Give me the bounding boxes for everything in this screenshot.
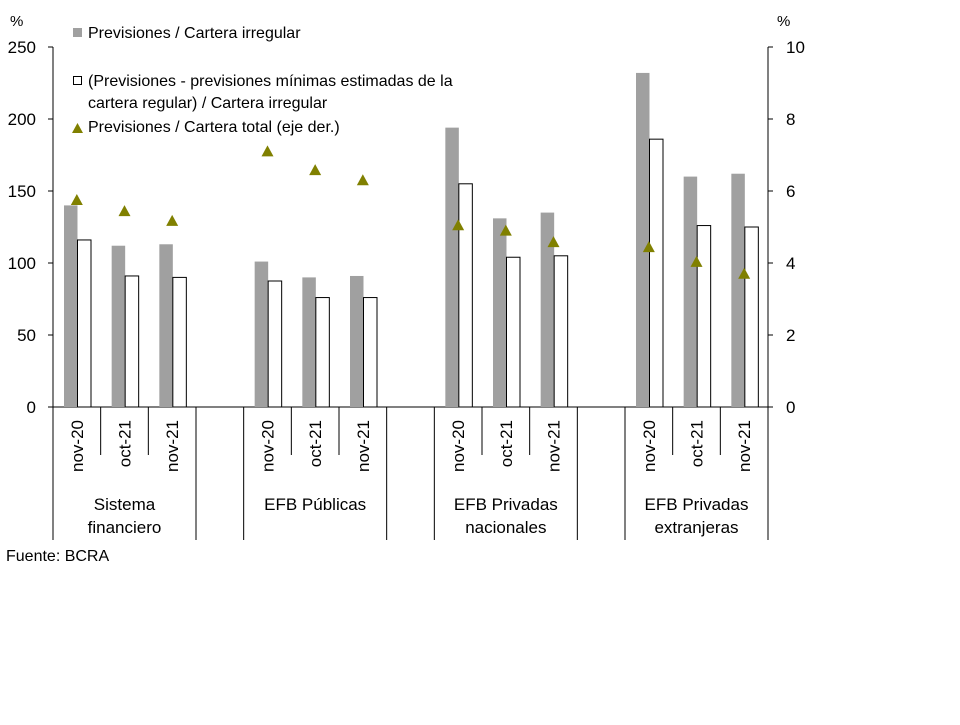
bar-previsiones-netas [506,256,521,408]
legend-label: cartera regular) / Cartera irregular [88,95,328,112]
category-label: oct-21 [688,420,707,467]
bar-previsiones-cartera-irregular [683,176,698,407]
marker-previsiones-cartera-total [356,174,369,186]
legend-label: (Previsiones - previsiones mínimas estim… [88,73,453,90]
bar-previsiones-cartera-irregular [636,72,650,408]
marker-previsiones-cartera-total [690,255,703,267]
bar-previsiones-cartera-irregular [540,212,555,407]
marker-previsiones-cartera-total [166,214,179,226]
bar-previsiones-cartera-irregular [731,173,745,407]
group-label: Sistema [94,495,156,514]
right-tick-label: 8 [786,110,795,129]
marker-previsiones-cartera-total [499,224,512,236]
left-tick-label: 50 [17,326,36,345]
category-label: nov-20 [640,420,659,472]
category-label: nov-21 [735,420,754,472]
category-label: oct-21 [497,420,516,467]
bar-previsiones-cartera-irregular [64,205,78,407]
legend-swatch-gray [73,28,82,37]
bar-previsiones-cartera-irregular [254,261,269,407]
bar-previsiones-netas [172,276,187,408]
bar-previsiones-cartera-irregular [111,245,126,407]
marker-previsiones-cartera-total [309,164,322,176]
right-tick-label: 0 [786,398,795,417]
bar-previsiones-netas [553,255,569,408]
category-label: nov-21 [545,420,564,472]
bar-previsiones-netas [267,280,283,408]
left-tick-label: 150 [8,182,36,201]
category-label: nov-20 [259,420,278,472]
bar-previsiones-netas [649,138,664,408]
left-tick-label: 0 [27,398,36,417]
marker-previsiones-cartera-total [738,267,751,279]
group-label: financiero [88,518,162,537]
bar-previsiones-netas [124,275,140,408]
bar-previsiones-cartera-irregular [350,275,364,407]
category-label: oct-21 [116,420,135,467]
bar-previsiones-netas [77,239,92,408]
category-label: nov-20 [449,420,468,472]
marker-previsiones-cartera-total [118,205,131,217]
marker-previsiones-cartera-total [642,241,655,253]
group-label: extranjeras [654,518,738,537]
left-tick-label: 250 [8,38,36,57]
bar-previsiones-cartera-irregular [493,218,507,407]
marker-previsiones-cartera-total [261,145,274,157]
legend-label: Previsiones / Cartera total (eje der.) [88,119,340,136]
legend-triangle-icon [72,123,83,133]
category-label: nov-20 [68,420,87,472]
left-tick-label: 200 [8,110,36,129]
marker-previsiones-cartera-total [70,194,83,205]
marker-previsiones-cartera-total [452,219,465,231]
right-tick-label: 2 [786,326,795,345]
category-label: nov-21 [354,420,373,472]
bar-previsiones-netas [696,225,712,408]
bar-previsiones-cartera-irregular [159,244,173,407]
bar-previsiones-cartera-irregular [445,127,459,407]
bar-previsiones-cartera-irregular [302,277,316,407]
right-tick-label: 10 [786,38,805,57]
bar-previsiones-netas [315,297,330,408]
right-axis-unit: % [777,13,790,30]
category-label: oct-21 [306,420,325,467]
group-label: EFB Privadas [645,495,749,514]
left-axis-unit: % [10,13,23,30]
source-note: Fuente: BCRA [6,548,110,565]
right-tick-label: 4 [786,254,795,273]
category-label: nov-21 [163,420,182,472]
group-label: EFB Privadas [454,495,558,514]
bar-previsiones-netas [458,183,473,408]
right-tick-label: 6 [786,182,795,201]
bar-previsiones-netas [744,226,759,408]
left-tick-label: 100 [8,254,36,273]
legend-label: Previsiones / Cartera irregular [88,25,301,42]
marker-previsiones-cartera-total [547,236,560,248]
group-label: EFB Públicas [264,495,366,514]
group-label: nacionales [465,518,546,537]
bar-previsiones-netas [363,297,378,408]
legend-swatch-white [73,76,82,85]
